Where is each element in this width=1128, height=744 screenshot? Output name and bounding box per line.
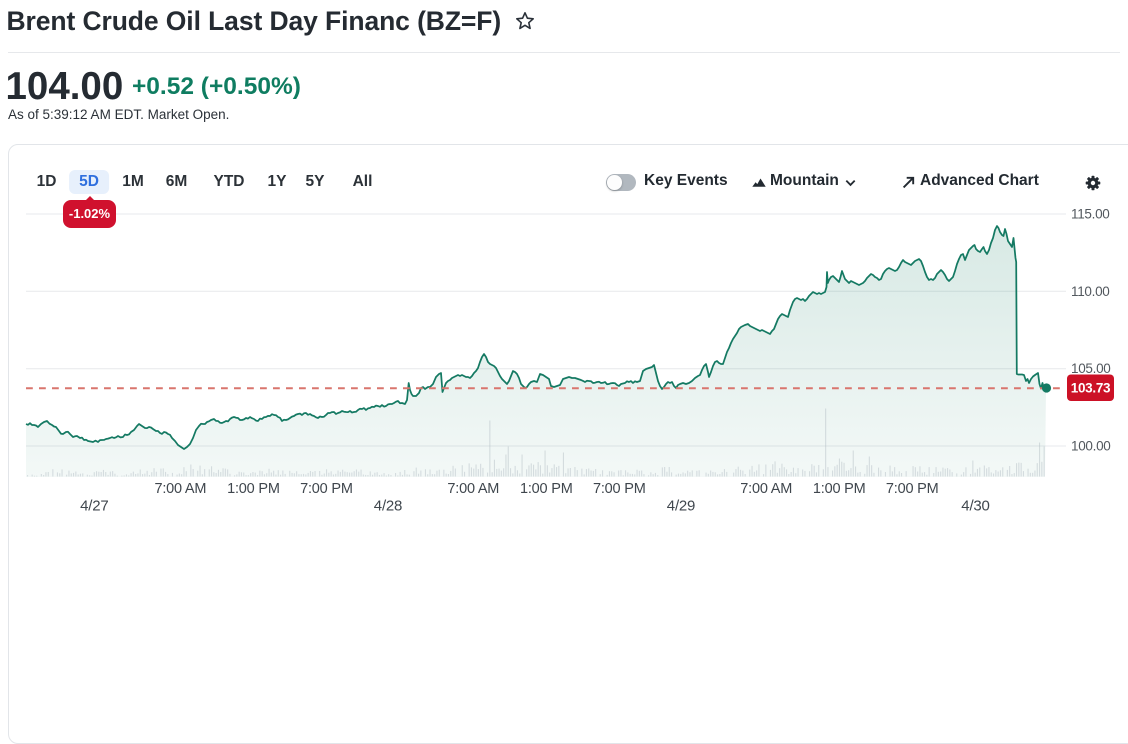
svg-text:103.73: 103.73: [1071, 381, 1111, 396]
svg-text:7:00 AM: 7:00 AM: [740, 481, 792, 497]
svg-text:4/30: 4/30: [961, 498, 989, 515]
svg-text:7:00 PM: 7:00 PM: [593, 481, 646, 497]
svg-text:115.00: 115.00: [1071, 207, 1110, 222]
svg-text:105.00: 105.00: [1071, 361, 1111, 376]
svg-text:4/28: 4/28: [374, 498, 402, 515]
svg-text:7:00 PM: 7:00 PM: [886, 481, 939, 497]
svg-text:100.00: 100.00: [1071, 439, 1111, 454]
svg-text:7:00 AM: 7:00 AM: [447, 481, 499, 497]
svg-text:7:00 PM: 7:00 PM: [300, 481, 353, 497]
svg-text:1:00 PM: 1:00 PM: [813, 481, 866, 497]
svg-text:1:00 PM: 1:00 PM: [227, 481, 280, 497]
svg-text:1:00 PM: 1:00 PM: [520, 481, 573, 497]
svg-text:4/27: 4/27: [80, 498, 108, 515]
svg-text:110.00: 110.00: [1071, 284, 1110, 299]
svg-text:7:00 AM: 7:00 AM: [154, 481, 206, 497]
svg-text:4/29: 4/29: [667, 498, 695, 515]
